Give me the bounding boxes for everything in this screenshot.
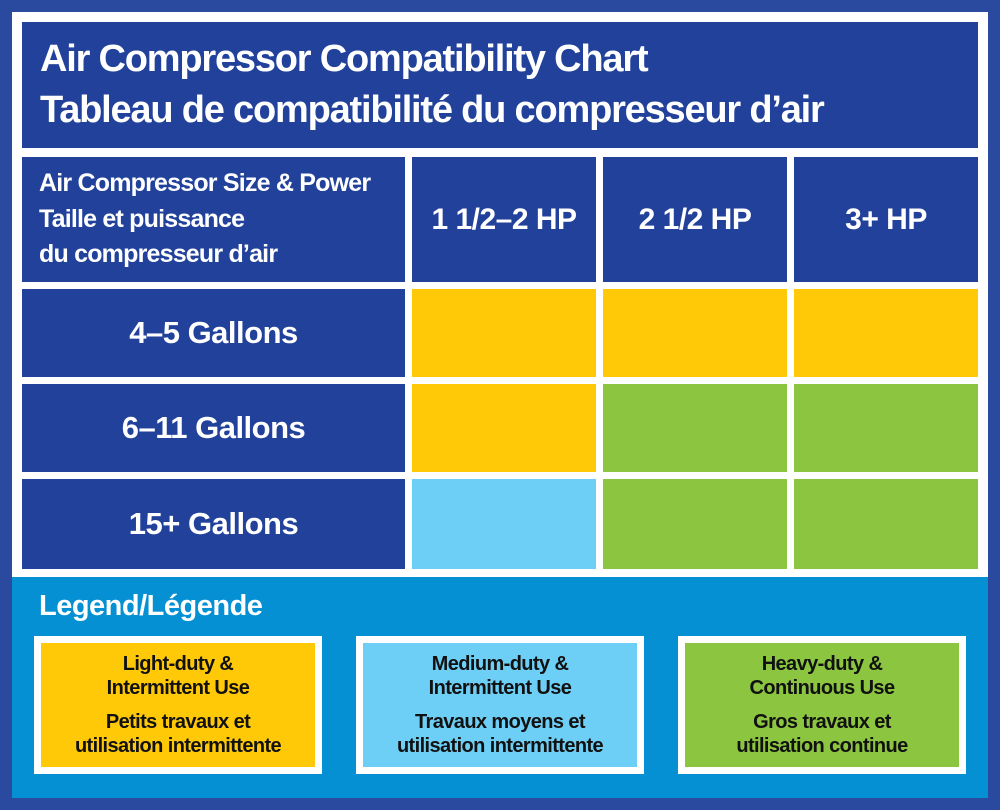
compat-cell [603, 479, 787, 569]
title-banner: Air Compressor Compatibility Chart Table… [22, 22, 978, 148]
row-label-4-5-gallons: 4–5 Gallons [22, 289, 405, 377]
row-label-15plus-gallons: 15+ Gallons [22, 479, 405, 569]
size-power-line-en: Air Compressor Size & Power [39, 169, 371, 198]
compatibility-table: Air Compressor Size & Power Taille et pu… [22, 157, 978, 569]
legend-heavy-fr: Gros travaux et utilisation continue [736, 710, 908, 757]
legend-item-light-duty: Light-duty & Intermittent Use Petits tra… [34, 636, 322, 774]
table-header-size-power: Air Compressor Size & Power Taille et pu… [22, 157, 405, 282]
compat-cell [412, 479, 596, 569]
legend-medium-fr: Travaux moyens et utilisation intermitte… [396, 710, 604, 757]
legend-item-heavy-duty: Heavy-duty & Continuous Use Gros travaux… [678, 636, 966, 774]
column-header-3plus-hp: 3+ HP [794, 157, 978, 282]
chart-area: Air Compressor Compatibility Chart Table… [12, 12, 988, 577]
page-title-fr: Tableau de compatibilité du compresseur … [40, 89, 825, 131]
size-power-line-fr2: du compresseur d’air [39, 240, 278, 269]
legend-light-fr: Petits travaux et utilisation intermitte… [74, 710, 282, 757]
row-label-6-11-gallons: 6–11 Gallons [22, 384, 405, 472]
size-power-line-fr1: Taille et puissance [39, 204, 245, 233]
legend-item-medium-duty: Medium-duty & Intermittent Use Travaux m… [356, 636, 644, 774]
legend-light-en: Light-duty & Intermittent Use [106, 652, 250, 700]
compat-cell [794, 289, 978, 377]
legend-section: Legend/Légende Light-duty & Intermittent… [12, 577, 988, 798]
compat-cell [412, 289, 596, 377]
legend-title: Legend/Légende [39, 590, 263, 622]
legend-boxes: Light-duty & Intermittent Use Petits tra… [34, 636, 966, 774]
compat-cell [794, 384, 978, 472]
page-title-en: Air Compressor Compatibility Chart [40, 38, 649, 81]
column-header-1-5-2hp: 1 1/2–2 HP [412, 157, 596, 282]
compat-cell [794, 479, 978, 569]
legend-medium-en: Medium-duty & Intermittent Use [428, 652, 572, 700]
legend-heavy-en: Heavy-duty & Continuous Use [749, 652, 896, 700]
compat-cell [603, 289, 787, 377]
compat-cell [603, 384, 787, 472]
column-header-2-5hp: 2 1/2 HP [603, 157, 787, 282]
compat-cell [412, 384, 596, 472]
